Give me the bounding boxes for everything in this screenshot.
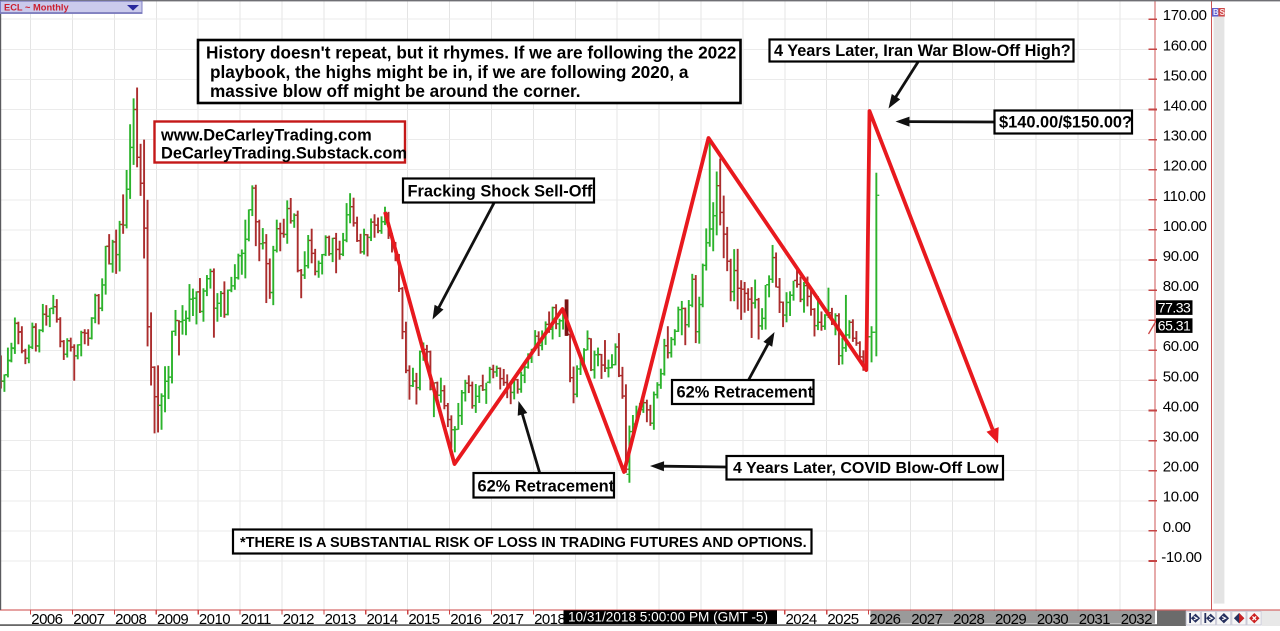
svg-text:massive blow off might be arou: massive blow off might be around the cor… [210, 81, 581, 101]
svg-text:100.00: 100.00 [1163, 218, 1207, 235]
svg-text:62% Retracement: 62% Retracement [677, 384, 814, 402]
svg-text:65.31: 65.31 [1158, 318, 1191, 334]
svg-text:90.00: 90.00 [1163, 248, 1199, 265]
svg-text:$140.00/$150.00?: $140.00/$150.00? [999, 114, 1132, 132]
svg-text:10.00: 10.00 [1163, 489, 1199, 506]
svg-text:2018: 2018 [534, 611, 565, 626]
svg-text:ECL ~ Monthly: ECL ~ Monthly [4, 2, 69, 12]
svg-text:150.00: 150.00 [1163, 67, 1207, 84]
svg-text:50.00: 50.00 [1163, 368, 1199, 385]
svg-text:2027: 2027 [911, 611, 942, 626]
svg-text:0.00: 0.00 [1163, 519, 1191, 536]
svg-text:2028: 2028 [953, 611, 984, 626]
svg-text:2024: 2024 [786, 611, 817, 626]
svg-text:140.00: 140.00 [1163, 98, 1207, 115]
svg-text:2017: 2017 [492, 611, 523, 626]
svg-text:www.DeCarleyTrading.com: www.DeCarleyTrading.com [160, 127, 372, 145]
svg-text:DeCarleyTrading.Substack.com: DeCarleyTrading.Substack.com [161, 145, 407, 163]
svg-text:4 Years Later, COVID Blow-Off: 4 Years Later, COVID Blow-Off Low [733, 460, 999, 477]
svg-text:130.00: 130.00 [1163, 128, 1207, 145]
svg-text:2007: 2007 [73, 611, 104, 626]
svg-text:160.00: 160.00 [1163, 37, 1207, 54]
svg-text:B: B [1213, 8, 1219, 17]
svg-text:2010: 2010 [199, 611, 230, 626]
svg-text:2011: 2011 [241, 611, 271, 626]
svg-text:2030: 2030 [1037, 611, 1068, 626]
svg-text:60.00: 60.00 [1163, 338, 1199, 355]
svg-text:40.00: 40.00 [1163, 398, 1199, 415]
svg-text:10/31/2018 5:00:00 PM (GMT -5): 10/31/2018 5:00:00 PM (GMT -5) [568, 610, 768, 625]
svg-text:4 Years Later, Iran War Blow-O: 4 Years Later, Iran War Blow-Off High? [774, 42, 1071, 60]
svg-text:2012: 2012 [283, 611, 314, 626]
svg-text:S: S [1220, 8, 1225, 17]
svg-text:2032: 2032 [1121, 611, 1152, 626]
svg-text:2026: 2026 [869, 611, 900, 626]
svg-text:170.00: 170.00 [1163, 7, 1207, 24]
svg-text:2008: 2008 [115, 611, 146, 626]
svg-text:62% Retracement: 62% Retracement [478, 478, 615, 496]
svg-text:77.33: 77.33 [1158, 300, 1191, 316]
svg-text:80.00: 80.00 [1163, 278, 1199, 295]
svg-text:2025: 2025 [827, 611, 858, 626]
svg-text:History doesn't repeat, but it: History doesn't repeat, but it rhymes. I… [206, 43, 736, 63]
svg-text:-10.00: -10.00 [1161, 549, 1201, 566]
svg-text:Fracking Shock Sell-Off: Fracking Shock Sell-Off [408, 183, 593, 201]
svg-text:2016: 2016 [450, 611, 481, 626]
svg-text:2013: 2013 [325, 611, 356, 626]
svg-text:2015: 2015 [408, 611, 439, 626]
svg-text:30.00: 30.00 [1163, 429, 1199, 446]
svg-text:playbook, the highs might be i: playbook, the highs might be in, if we a… [210, 62, 689, 82]
svg-text:2009: 2009 [157, 611, 188, 626]
svg-text:2029: 2029 [995, 611, 1026, 626]
svg-text:20.00: 20.00 [1163, 459, 1199, 476]
svg-text:2014: 2014 [367, 611, 398, 626]
svg-text:120.00: 120.00 [1163, 158, 1207, 175]
svg-text:*THERE IS A SUBSTANTIAL RISK O: *THERE IS A SUBSTANTIAL RISK OF LOSS IN … [240, 535, 807, 551]
svg-text:2006: 2006 [31, 611, 62, 626]
svg-text:110.00: 110.00 [1163, 188, 1206, 205]
svg-text:2031: 2031 [1079, 611, 1110, 626]
